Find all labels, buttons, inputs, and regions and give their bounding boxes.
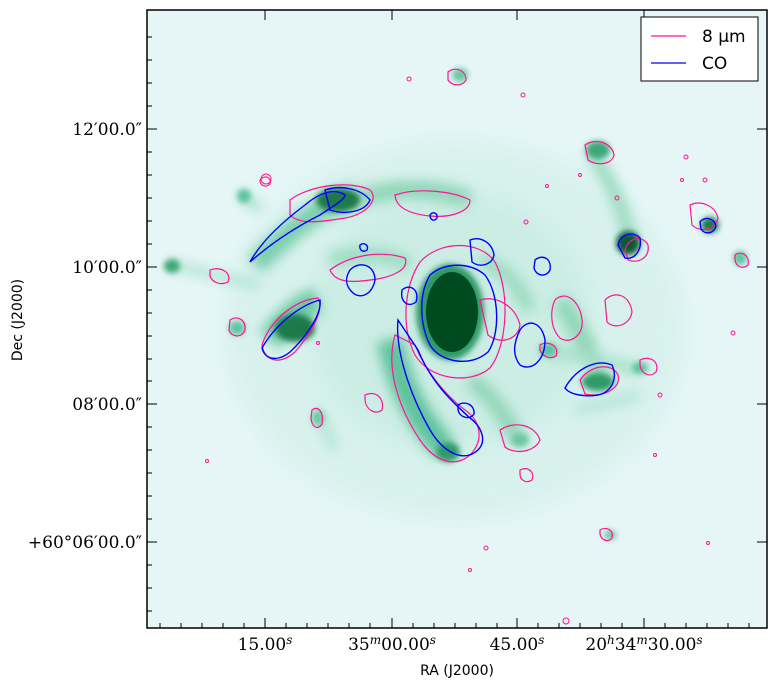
x-tick-label-1: 35m00.00s (348, 633, 436, 655)
legend-label-8um: 8 μm (702, 27, 746, 47)
y-tick-label-0: 12′00.0″ (72, 120, 142, 140)
image-panel (147, 10, 767, 628)
galaxy-nucleus (426, 272, 478, 352)
small-8um-sources (205, 76, 736, 625)
y-tick-label-2: 08′00.0″ (72, 395, 142, 415)
contours-co (249, 187, 717, 457)
legend-box (640, 16, 759, 82)
x-tick-labels: 15.00s 35m00.00s 45.00s 20h34m30.00s (238, 633, 703, 655)
x-tick-label-2: 45.00s (490, 633, 545, 655)
x-tick-label-3: 20h34m30.00s (585, 633, 702, 655)
plot-frame (146, 9, 768, 629)
y-tick-labels: 12′00.0″ 10′00.0″ 08′00.0″ +60°06′00.0″ (28, 120, 142, 553)
x-tick-label-0: 15.00s (238, 633, 293, 655)
y-tick-label-1: 10′00.0″ (72, 258, 142, 278)
y-tick-label-3: +60°06′00.0″ (28, 533, 142, 553)
legend: 8 μm CO (640, 16, 759, 82)
axis-ticks (147, 10, 767, 628)
x-axis-label: RA (J2000) (420, 663, 494, 679)
legend-label-co: CO (702, 54, 727, 74)
y-axis-label: Dec (J2000) (10, 279, 26, 361)
contours-8um (209, 68, 749, 542)
